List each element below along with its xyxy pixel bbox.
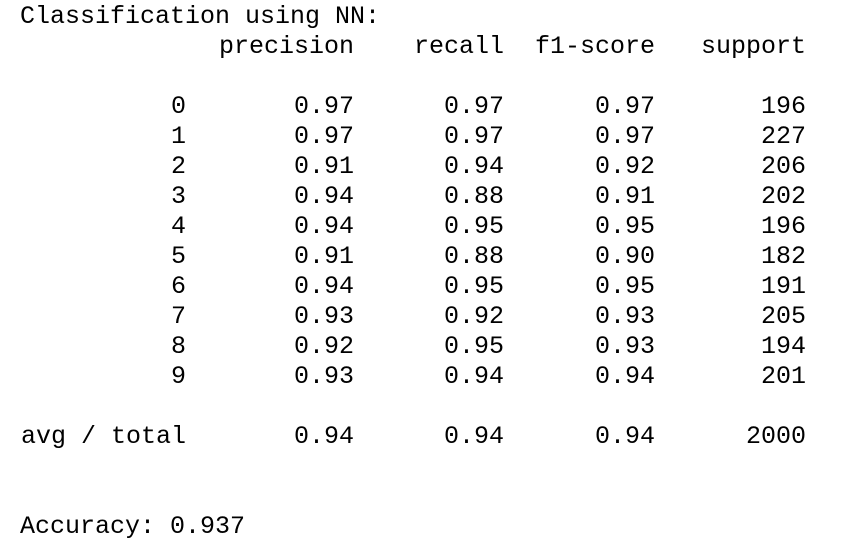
f1-score-value: 0.97 [594, 92, 655, 121]
precision-value: 0.92 [293, 332, 354, 361]
total-recall: 0.94 [443, 422, 504, 451]
table-row: 0 0.97 0.97 0.97 196 [0, 92, 848, 122]
precision-value: 0.94 [293, 182, 354, 211]
support-value: 196 [760, 212, 806, 241]
header-support: support [700, 32, 806, 61]
class-label: 0 [170, 92, 186, 121]
support-value: 182 [760, 242, 806, 271]
precision-value: 0.91 [293, 152, 354, 181]
recall-value: 0.95 [443, 272, 504, 301]
table-row: 5 0.91 0.88 0.90 182 [0, 242, 848, 272]
recall-value: 0.92 [443, 302, 504, 331]
f1-score-value: 0.97 [594, 122, 655, 151]
recall-value: 0.94 [443, 362, 504, 391]
total-precision: 0.94 [293, 422, 354, 451]
precision-value: 0.94 [293, 212, 354, 241]
recall-value: 0.88 [443, 242, 504, 271]
recall-value: 0.95 [443, 212, 504, 241]
precision-value: 0.97 [293, 122, 354, 151]
support-value: 191 [760, 272, 806, 301]
table-row: 3 0.94 0.88 0.91 202 [0, 182, 848, 212]
support-value: 202 [760, 182, 806, 211]
f1-score-value: 0.91 [594, 182, 655, 211]
total-f1-score: 0.94 [594, 422, 655, 451]
support-value: 194 [760, 332, 806, 361]
total-support: 2000 [745, 422, 806, 451]
support-value: 205 [760, 302, 806, 331]
table-row: 8 0.92 0.95 0.93 194 [0, 332, 848, 362]
precision-value: 0.93 [293, 302, 354, 331]
header-recall: recall [413, 32, 504, 61]
f1-score-value: 0.94 [594, 362, 655, 391]
table-row: 1 0.97 0.97 0.97 227 [0, 122, 848, 152]
precision-value: 0.93 [293, 362, 354, 391]
class-label: 8 [170, 332, 186, 361]
f1-score-value: 0.95 [594, 272, 655, 301]
table-row: 4 0.94 0.95 0.95 196 [0, 212, 848, 242]
support-value: 201 [760, 362, 806, 391]
f1-score-value: 0.93 [594, 302, 655, 331]
table-row: 7 0.93 0.92 0.93 205 [0, 302, 848, 332]
class-label: 4 [170, 212, 186, 241]
class-label: 1 [170, 122, 186, 151]
class-label: 9 [170, 362, 186, 391]
f1-score-value: 0.92 [594, 152, 655, 181]
class-label: 5 [170, 242, 186, 271]
recall-value: 0.94 [443, 152, 504, 181]
table-row: 2 0.91 0.94 0.92 206 [0, 152, 848, 182]
header-f1-score: f1-score [534, 32, 655, 61]
class-label: 6 [170, 272, 186, 301]
f1-score-value: 0.95 [594, 212, 655, 241]
support-value: 227 [760, 122, 806, 151]
recall-value: 0.95 [443, 332, 504, 361]
table-row: 6 0.94 0.95 0.95 191 [0, 272, 848, 302]
recall-value: 0.97 [443, 92, 504, 121]
recall-value: 0.88 [443, 182, 504, 211]
f1-score-value: 0.93 [594, 332, 655, 361]
precision-value: 0.91 [293, 242, 354, 271]
recall-value: 0.97 [443, 122, 504, 151]
support-value: 206 [760, 152, 806, 181]
total-row: avg / total 0.94 0.94 0.94 2000 [0, 422, 848, 452]
table-header-row: precision recall f1-score support [0, 32, 848, 62]
header-precision: precision [218, 32, 354, 61]
total-label: avg / total [20, 422, 186, 451]
precision-value: 0.97 [293, 92, 354, 121]
class-label: 3 [170, 182, 186, 211]
accuracy-line: Accuracy: 0.937 [20, 512, 246, 541]
support-value: 196 [760, 92, 806, 121]
f1-score-value: 0.90 [594, 242, 655, 271]
precision-value: 0.94 [293, 272, 354, 301]
class-label: 7 [170, 302, 186, 331]
table-row: 9 0.93 0.94 0.94 201 [0, 362, 848, 392]
class-label: 2 [170, 152, 186, 181]
report-title: Classification using NN: [20, 2, 381, 31]
